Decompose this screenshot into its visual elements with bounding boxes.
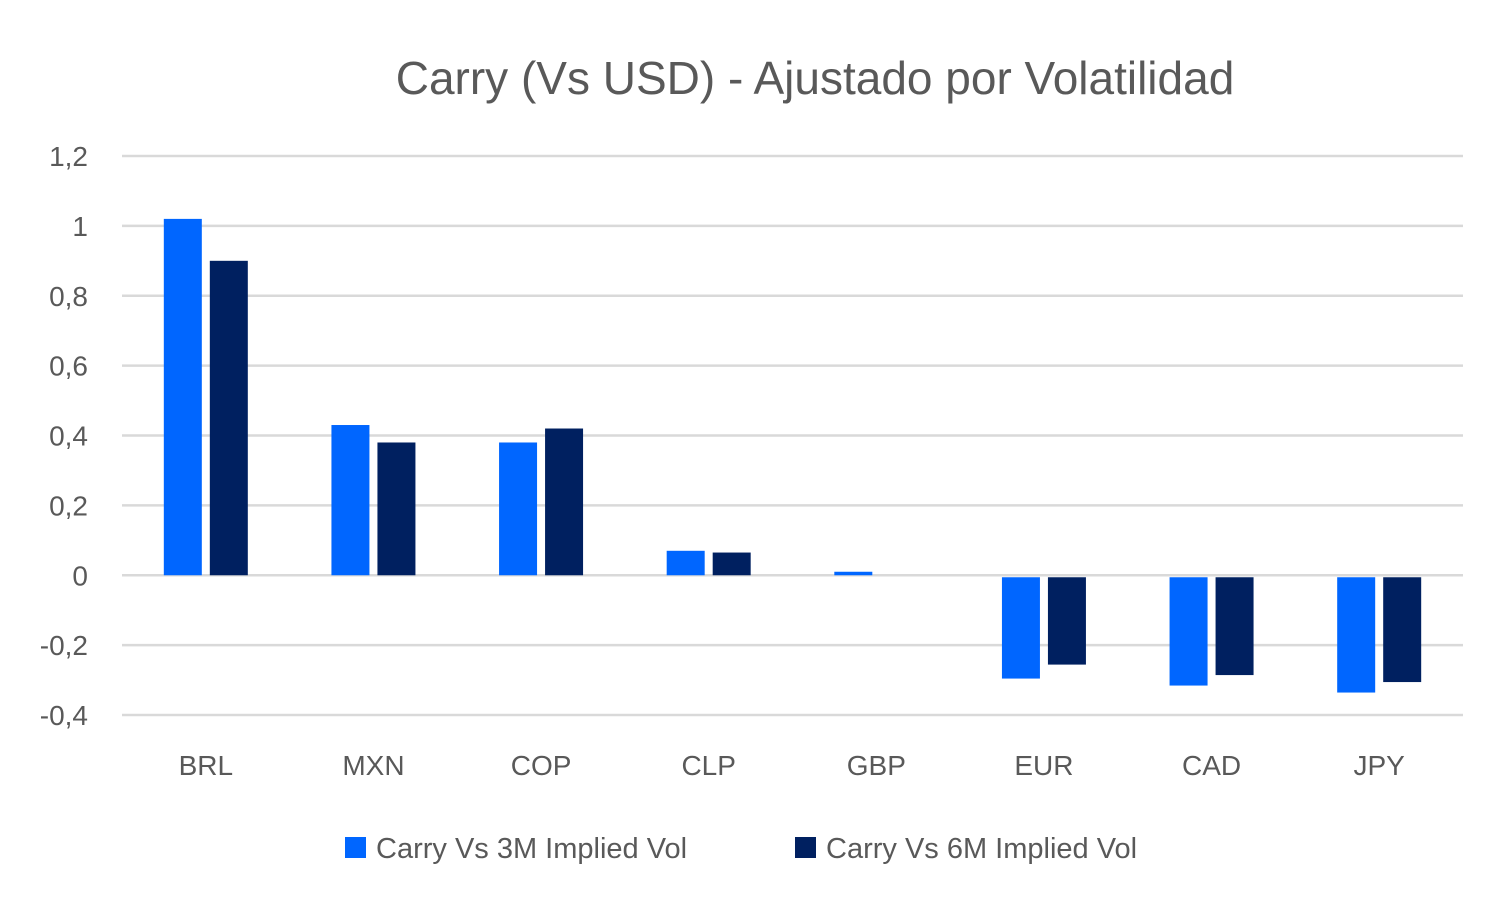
x-tick-label: MXN xyxy=(342,750,404,781)
bar-clp-series-1 xyxy=(666,550,705,576)
bars xyxy=(163,218,1422,693)
y-tick-label: 0 xyxy=(72,560,88,591)
y-axis-ticks: 1,2 1 0,8 0,6 0,4 0,2 0 -0,2 -0,4 xyxy=(40,141,88,731)
gridlines xyxy=(122,154,1463,717)
x-tick-label: CAD xyxy=(1182,750,1241,781)
x-tick-label: CLP xyxy=(681,750,735,781)
bar-cad-series-2 xyxy=(1215,577,1254,676)
chart-title: Carry (Vs USD) - Ajustado por Volatilida… xyxy=(396,52,1235,104)
legend-swatch xyxy=(345,837,366,858)
x-tick-label: EUR xyxy=(1014,750,1073,781)
legend-swatch xyxy=(795,837,816,858)
y-tick-label: 1,2 xyxy=(49,141,88,172)
bar-cop-series-2 xyxy=(545,428,584,576)
x-tick-label: JPY xyxy=(1354,750,1406,781)
y-tick-label: 0,6 xyxy=(49,351,88,382)
y-tick-label: 0,8 xyxy=(49,281,88,312)
bar-eur-series-1 xyxy=(1001,577,1040,679)
bar-brl-series-2 xyxy=(209,260,248,576)
bar-mxn-series-2 xyxy=(377,442,416,576)
y-tick-label: 0,4 xyxy=(49,421,88,452)
y-tick-label: -0,2 xyxy=(40,630,88,661)
bar-jpy-series-2 xyxy=(1383,577,1422,683)
y-tick-label: 1 xyxy=(72,211,88,242)
bar-jpy-series-1 xyxy=(1337,577,1376,693)
legend: Carry Vs 3M Implied Vol Carry Vs 6M Impli… xyxy=(345,833,1137,865)
bar-cop-series-1 xyxy=(499,442,538,576)
y-tick-label: 0,2 xyxy=(49,490,88,521)
x-tick-label: COP xyxy=(511,750,572,781)
legend-label: Carry Vs 3M Implied Vol xyxy=(376,833,687,865)
bar-brl-series-1 xyxy=(163,218,202,576)
x-tick-label: GBP xyxy=(847,750,906,781)
bar-gbp-series-1 xyxy=(834,571,873,576)
bar-cad-series-1 xyxy=(1169,577,1208,686)
legend-label: Carry Vs 6M Implied Vol xyxy=(826,833,1137,865)
x-axis-ticks: BRL MXN COP CLP GBP EUR CAD JPY xyxy=(179,750,1406,781)
bar-eur-series-2 xyxy=(1047,577,1086,665)
bar-mxn-series-1 xyxy=(331,425,370,576)
y-tick-label: -0,4 xyxy=(40,700,88,731)
bar-clp-series-2 xyxy=(712,552,751,576)
x-tick-label: BRL xyxy=(179,750,233,781)
